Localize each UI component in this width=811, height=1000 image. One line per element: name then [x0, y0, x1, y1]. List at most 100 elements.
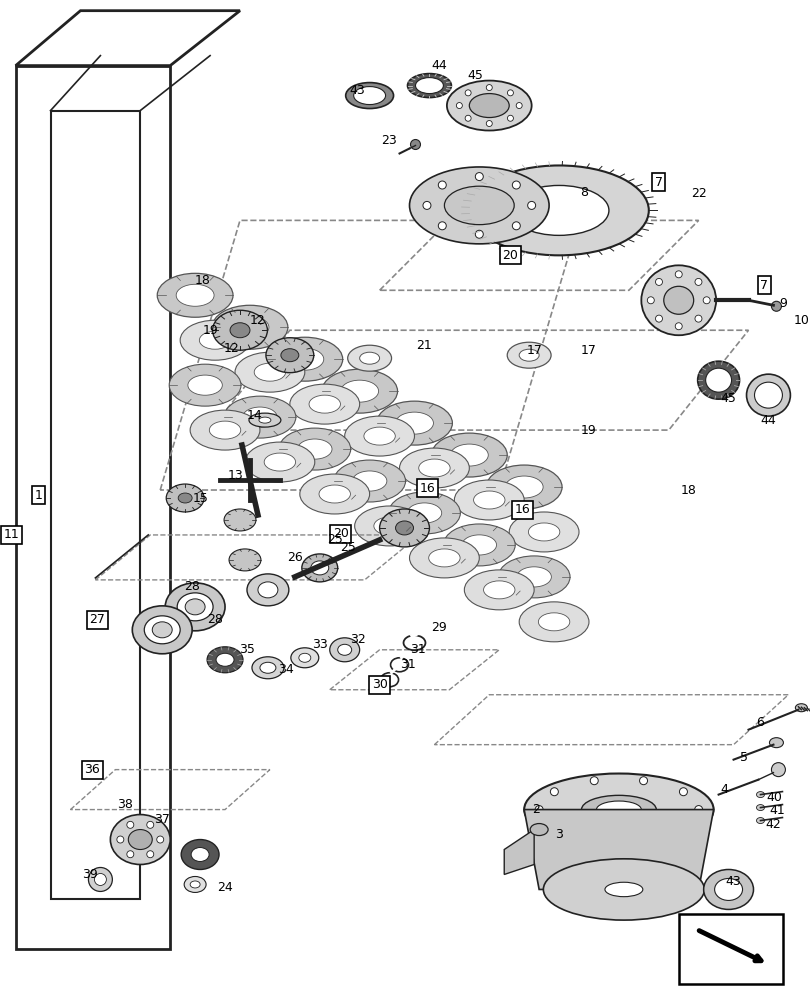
Text: 20: 20	[333, 527, 348, 540]
Ellipse shape	[354, 87, 385, 105]
Ellipse shape	[376, 401, 452, 445]
Text: 43: 43	[725, 875, 740, 888]
Ellipse shape	[212, 305, 288, 349]
Circle shape	[770, 301, 780, 311]
Circle shape	[486, 121, 491, 127]
Text: 16: 16	[419, 482, 435, 495]
Ellipse shape	[190, 410, 260, 450]
Ellipse shape	[333, 460, 405, 502]
Text: 1: 1	[35, 489, 42, 502]
Ellipse shape	[180, 320, 250, 360]
Ellipse shape	[178, 493, 192, 503]
Text: 25: 25	[326, 533, 342, 546]
Ellipse shape	[395, 412, 433, 434]
Ellipse shape	[265, 338, 313, 373]
Text: 13: 13	[228, 469, 243, 482]
Circle shape	[694, 278, 701, 285]
Circle shape	[694, 806, 702, 814]
Ellipse shape	[705, 368, 731, 392]
Text: 18: 18	[680, 484, 696, 497]
Text: 30: 30	[371, 678, 387, 691]
Circle shape	[410, 140, 420, 149]
Ellipse shape	[278, 428, 350, 470]
Ellipse shape	[212, 310, 267, 350]
Ellipse shape	[461, 535, 496, 555]
Ellipse shape	[543, 859, 703, 920]
Ellipse shape	[473, 491, 504, 509]
Ellipse shape	[345, 83, 393, 109]
Circle shape	[423, 201, 431, 209]
Text: 24: 24	[217, 881, 233, 894]
Text: 31: 31	[399, 658, 415, 671]
Circle shape	[654, 278, 662, 285]
Ellipse shape	[518, 602, 588, 642]
Circle shape	[94, 873, 106, 885]
Ellipse shape	[187, 375, 222, 395]
Ellipse shape	[399, 448, 469, 488]
Text: 12: 12	[224, 342, 239, 355]
Ellipse shape	[132, 606, 192, 654]
Ellipse shape	[446, 81, 531, 131]
Ellipse shape	[486, 465, 561, 509]
Ellipse shape	[581, 795, 655, 824]
Text: 38: 38	[118, 798, 133, 811]
Ellipse shape	[229, 549, 260, 571]
Ellipse shape	[337, 644, 351, 655]
Circle shape	[127, 821, 134, 828]
Circle shape	[147, 821, 153, 828]
Circle shape	[675, 323, 681, 330]
Text: 44: 44	[431, 59, 447, 72]
Text: 42: 42	[765, 818, 780, 831]
Ellipse shape	[508, 512, 578, 552]
Text: 19: 19	[202, 324, 217, 337]
Ellipse shape	[508, 185, 608, 235]
Ellipse shape	[395, 521, 413, 535]
Circle shape	[694, 315, 701, 322]
Ellipse shape	[247, 574, 289, 606]
Text: 45: 45	[719, 392, 736, 405]
Ellipse shape	[596, 801, 641, 818]
Ellipse shape	[769, 738, 783, 748]
Text: 2: 2	[531, 803, 539, 816]
Ellipse shape	[216, 653, 234, 666]
Circle shape	[550, 823, 558, 831]
Ellipse shape	[745, 374, 789, 416]
Circle shape	[639, 777, 646, 785]
Circle shape	[675, 271, 681, 278]
Text: 35: 35	[238, 643, 255, 656]
Ellipse shape	[454, 480, 524, 520]
Ellipse shape	[507, 342, 551, 368]
Ellipse shape	[352, 471, 386, 491]
Text: 3: 3	[555, 828, 562, 841]
Text: 40: 40	[766, 791, 782, 804]
Text: 26: 26	[286, 551, 303, 564]
Ellipse shape	[176, 284, 214, 306]
Ellipse shape	[379, 509, 429, 547]
Ellipse shape	[185, 599, 205, 615]
Text: 36: 36	[84, 763, 101, 776]
Ellipse shape	[157, 273, 233, 317]
Ellipse shape	[298, 653, 311, 662]
Circle shape	[534, 806, 543, 814]
Ellipse shape	[363, 427, 395, 445]
Text: 7: 7	[760, 279, 767, 292]
Text: 31: 31	[409, 643, 425, 656]
Text: 33: 33	[311, 638, 328, 651]
Text: 15: 15	[192, 492, 208, 505]
Text: 6: 6	[756, 716, 763, 729]
Circle shape	[486, 85, 491, 91]
Circle shape	[438, 181, 446, 189]
Text: 20: 20	[502, 249, 517, 262]
Ellipse shape	[254, 363, 285, 381]
Ellipse shape	[321, 369, 397, 413]
Circle shape	[117, 836, 124, 843]
Circle shape	[456, 103, 461, 109]
Text: 14: 14	[247, 409, 263, 422]
Ellipse shape	[290, 648, 319, 668]
Ellipse shape	[341, 380, 378, 402]
Ellipse shape	[714, 878, 741, 900]
Ellipse shape	[230, 323, 250, 338]
Ellipse shape	[428, 549, 460, 567]
Ellipse shape	[663, 286, 693, 314]
Ellipse shape	[177, 593, 212, 621]
